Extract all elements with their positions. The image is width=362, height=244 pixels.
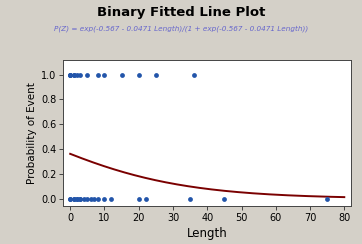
Point	[119, 73, 125, 77]
Point	[84, 73, 90, 77]
Point	[77, 197, 83, 201]
Point	[74, 73, 80, 77]
Point	[71, 73, 76, 77]
Point	[143, 197, 148, 201]
Point	[67, 197, 73, 201]
Point	[88, 197, 94, 201]
Point	[74, 197, 80, 201]
Point	[108, 197, 114, 201]
Point	[71, 197, 76, 201]
Point	[222, 197, 227, 201]
Point	[71, 73, 76, 77]
Point	[136, 197, 142, 201]
Y-axis label: Probability of Event: Probability of Event	[27, 82, 37, 184]
Text: Binary Fitted Line Plot: Binary Fitted Line Plot	[97, 6, 265, 19]
Point	[102, 197, 108, 201]
Point	[136, 73, 142, 77]
Point	[67, 73, 73, 77]
X-axis label: Length: Length	[187, 227, 228, 240]
Point	[191, 73, 197, 77]
Point	[74, 197, 80, 201]
Point	[324, 197, 330, 201]
Point	[77, 197, 83, 201]
Point	[91, 197, 97, 201]
Point	[71, 197, 76, 201]
Point	[95, 73, 101, 77]
Point	[67, 73, 73, 77]
Point	[84, 197, 90, 201]
Point	[81, 197, 87, 201]
Point	[67, 73, 73, 77]
Point	[102, 73, 108, 77]
Text: P(Z) = exp(-0.567 - 0.0471 Length)/(1 + exp(-0.567 - 0.0471 Length)): P(Z) = exp(-0.567 - 0.0471 Length)/(1 + …	[54, 26, 308, 32]
Point	[77, 73, 83, 77]
Point	[67, 197, 73, 201]
Point	[153, 73, 159, 77]
Point	[95, 197, 101, 201]
Point	[187, 197, 193, 201]
